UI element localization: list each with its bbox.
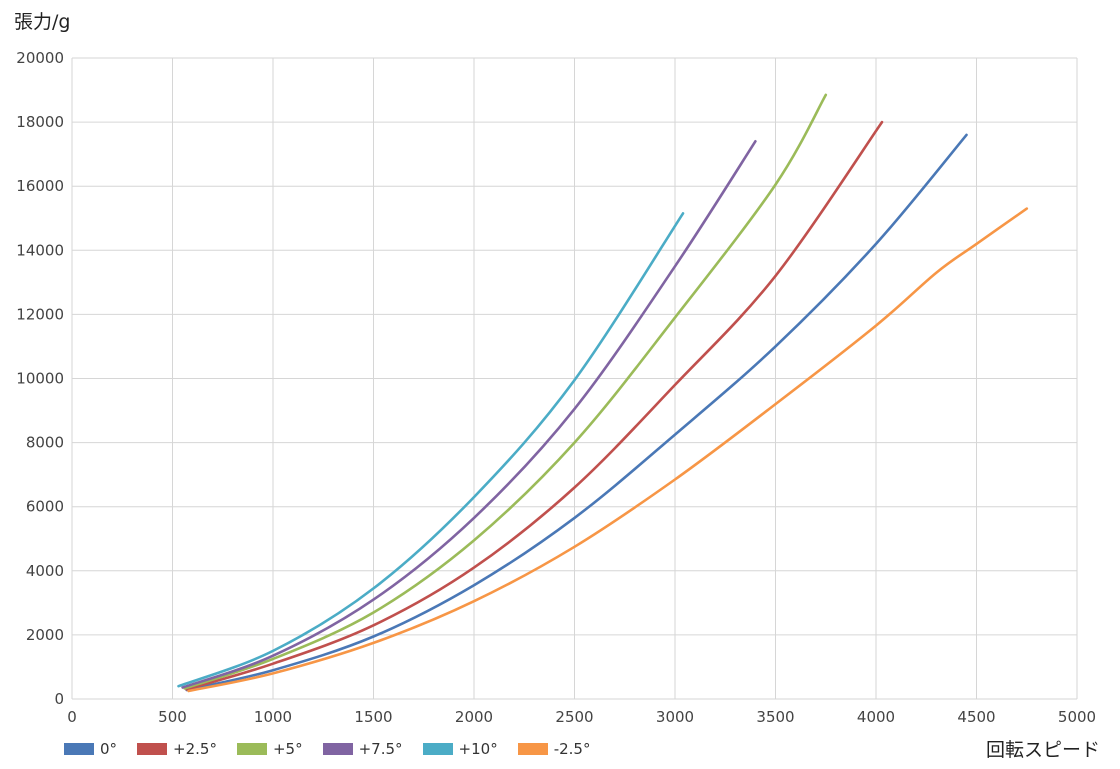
series-line-1 <box>185 120 884 691</box>
legend: 0° +2.5° +5° +7.5° +10° -2.5° <box>64 740 590 758</box>
legend-swatch <box>64 743 94 755</box>
y-tick-label: 18000 <box>16 113 64 131</box>
y-tick-label: 14000 <box>16 241 64 259</box>
legend-swatch <box>422 743 453 755</box>
x-tick-label: 500 <box>158 708 187 726</box>
legend-label: +2.5° <box>173 740 217 758</box>
x-tick-label: 0 <box>67 708 77 726</box>
series-line-3 <box>181 140 757 689</box>
series-line-4 <box>177 212 685 688</box>
y-axis-ticks: 0 2000 4000 6000 8000 10000 12000 14000 16000 180… <box>16 49 64 708</box>
legend-item: +7.5° <box>322 740 403 758</box>
series-lines <box>177 93 1029 693</box>
x-tick-label: 3000 <box>656 708 694 726</box>
x-tick-label: 1500 <box>354 708 392 726</box>
legend-item: +5° <box>236 740 303 758</box>
x-tick-label: 2500 <box>555 708 593 726</box>
x-tick-label: 4500 <box>957 708 995 726</box>
y-axis-title: 張力/g <box>14 11 70 33</box>
y-tick-label: 6000 <box>26 498 64 516</box>
x-tick-label: 1000 <box>254 708 292 726</box>
x-axis-ticks: 0 500 1000 1500 2000 2500 3000 3500 4000 4500 5000 <box>67 708 1096 726</box>
x-tick-label: 5000 <box>1058 708 1096 726</box>
legend-label: +5° <box>272 740 303 758</box>
legend-label: 0° <box>100 740 118 758</box>
y-tick-label: 0 <box>54 690 64 708</box>
x-tick-label: 3500 <box>756 708 794 726</box>
x-axis-title: 回転スピード <box>986 739 1100 761</box>
legend-swatch <box>137 743 168 755</box>
y-tick-label: 2000 <box>26 626 64 644</box>
y-tick-label: 16000 <box>16 177 64 195</box>
y-tick-label: 4000 <box>26 562 64 580</box>
y-tick-label: 10000 <box>16 370 64 388</box>
legend-label: -2.5° <box>553 740 591 758</box>
legend-label: +7.5° <box>358 740 403 758</box>
series-line-2 <box>183 93 828 690</box>
legend-item: 0° <box>64 740 117 758</box>
series-line-5 <box>187 207 1029 693</box>
legend-item: +2.5° <box>137 740 217 758</box>
y-tick-label: 12000 <box>16 305 64 323</box>
series-line-0 <box>185 133 968 692</box>
legend-swatch <box>517 743 548 755</box>
legend-item: +10° <box>422 740 498 758</box>
y-tick-label: 20000 <box>16 49 64 67</box>
legend-swatch <box>322 743 353 755</box>
legend-item: -2.5° <box>517 740 591 758</box>
y-tick-label: 8000 <box>26 434 64 452</box>
legend-label: +10° <box>458 740 498 758</box>
x-tick-label: 4000 <box>857 708 895 726</box>
x-tick-label: 2000 <box>455 708 493 726</box>
legend-swatch <box>236 743 267 755</box>
